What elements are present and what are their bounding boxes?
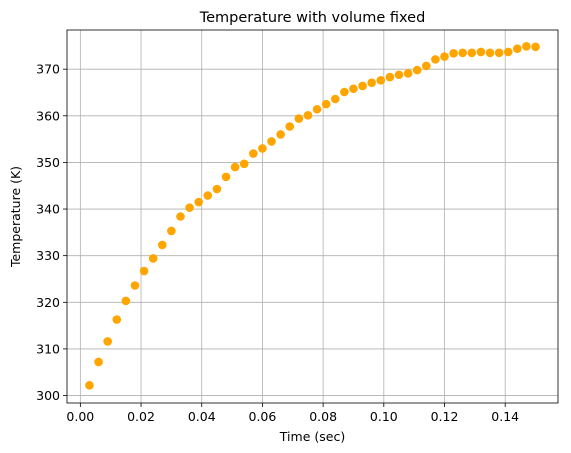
data-point [513,44,522,53]
data-point [376,76,386,85]
data-point [494,48,504,58]
plot-frame [66,29,559,404]
x-tick-label: 0.08 [309,409,337,424]
data-point [276,130,285,139]
data-point [303,111,313,120]
x-tick-label: 0.04 [188,409,216,424]
y-tick-label: 320 [36,295,60,310]
x-tick-label: 0.14 [491,409,519,424]
grid [67,30,558,403]
data-point [349,84,358,94]
data-point [212,184,222,194]
data-point [403,69,413,78]
data-point [157,240,167,250]
data-point [321,99,331,109]
data-point [449,49,458,58]
data-point [385,72,395,82]
y-tick-label: 300 [36,388,60,403]
data-points [85,42,540,390]
y-tick-label: 350 [36,155,60,170]
data-point [239,159,249,169]
data-point [258,144,267,153]
data-point [330,94,340,104]
data-point [440,52,449,61]
data-point [431,55,440,64]
data-point [267,137,276,146]
data-point [421,61,431,71]
x-tick-label: 0.10 [370,409,398,424]
data-point [367,78,376,87]
data-point [412,65,422,75]
data-point [503,47,513,57]
data-point [221,172,231,182]
data-point [167,226,176,236]
data-point [285,122,295,131]
data-point [467,48,477,58]
y-tick-label: 360 [36,108,60,123]
data-point [130,281,140,290]
y-tick-label: 330 [36,248,60,263]
data-point [522,42,531,51]
data-point [203,191,213,200]
y-tick-label: 310 [36,341,60,356]
data-point [103,337,112,346]
data-point [340,87,349,97]
y-tick-label: 370 [36,62,60,77]
data-point [85,380,94,390]
data-point [148,254,158,263]
data-point [358,81,367,91]
y-tick-label: 340 [36,202,60,217]
chart-title: Temperature with volume fixed [199,10,426,26]
data-point [485,48,495,58]
data-point [139,266,149,276]
x-tick-label: 0.06 [249,409,277,424]
data-point [94,357,103,367]
x-tick-label: 0.00 [66,409,94,424]
data-point [185,203,194,212]
data-point [194,197,204,207]
data-point [312,104,322,114]
axis-ticks: 0.00 0.02 0.04 0.06 0.08 0.10 0.12 0.14 300 310 32… [36,62,519,424]
data-point [112,315,122,324]
x-tick-label: 0.12 [431,409,459,424]
data-point [176,212,185,221]
data-point [230,162,240,172]
x-axis-label: Time (sec) [279,429,345,444]
x-tick-label: 0.02 [127,409,155,424]
data-point [476,47,486,57]
y-axis-label: Temperature (K) [8,166,23,268]
data-point [121,296,131,306]
data-point [394,70,404,80]
data-point [531,42,540,52]
data-point [458,48,468,58]
data-point [249,149,258,158]
data-point [294,114,304,123]
